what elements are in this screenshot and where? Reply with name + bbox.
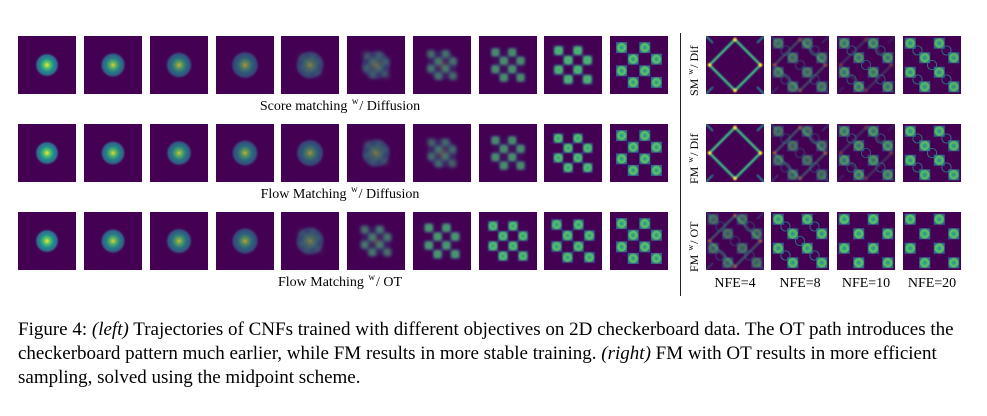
trajectory-tile	[84, 36, 142, 94]
nfe-sample-tile	[837, 36, 895, 94]
label-suffix: / Dif	[687, 45, 701, 68]
label-sup: w	[686, 244, 695, 251]
panel-divider	[680, 33, 681, 296]
nfe-sample-tile	[771, 212, 829, 270]
trajectory-tile	[216, 36, 274, 94]
trajectory-row-label: Flow Matching w/ Diffusion	[180, 184, 500, 203]
label-sup: w	[686, 156, 695, 163]
label-suffix: / Dif	[687, 133, 701, 156]
nfe-sample-tile	[903, 124, 961, 182]
label-prefix: Flow Matching	[277, 275, 368, 290]
trajectory-tile	[479, 212, 537, 270]
nfe-sample-tile	[706, 212, 764, 270]
caption-right-text: FM with OT results in more efficient sam…	[18, 343, 937, 388]
label-prefix: FM	[687, 163, 701, 184]
label-prefix: Flow Matching	[260, 187, 351, 202]
nfe-label: NFE=10	[841, 276, 891, 291]
label-prefix: Score matching	[259, 99, 351, 114]
trajectory-tile	[281, 212, 339, 270]
trajectory-tile	[347, 124, 405, 182]
nfe-sample-tile	[837, 124, 895, 182]
nfe-sample-tile	[706, 36, 764, 94]
trajectory-tile	[216, 212, 274, 270]
trajectory-tile	[610, 36, 668, 94]
nfe-sample-tile	[903, 36, 961, 94]
nfe-row-label: FM w/ OT	[686, 222, 702, 272]
nfe-label: NFE=8	[779, 276, 821, 291]
nfe-row-label: SM w/ Dif	[686, 46, 702, 96]
nfe-label: NFE=20	[907, 276, 957, 291]
trajectory-row-label: Score matching w/ Diffusion	[180, 96, 500, 115]
nfe-sample-tile	[771, 124, 829, 182]
trajectory-tile	[544, 36, 602, 94]
caption-left-tag: (left)	[91, 319, 129, 340]
nfe-sample-tile	[771, 36, 829, 94]
nfe-sample-tile	[903, 212, 961, 270]
label-sup: w	[351, 96, 359, 106]
trajectory-tile	[413, 124, 471, 182]
label-suffix: / OT	[687, 221, 701, 244]
label-sup: w	[368, 272, 375, 282]
trajectory-tile	[347, 212, 405, 270]
trajectory-tile	[281, 124, 339, 182]
trajectory-tile	[281, 36, 339, 94]
trajectory-tile	[544, 212, 602, 270]
trajectory-tile	[150, 212, 208, 270]
trajectory-tile	[479, 124, 537, 182]
trajectory-tile	[18, 124, 76, 182]
trajectory-tile	[413, 36, 471, 94]
trajectory-tile	[544, 124, 602, 182]
nfe-sample-tile	[837, 212, 895, 270]
trajectory-tile	[610, 124, 668, 182]
caption-left-text: Trajectories of CNFs trained with differ…	[18, 319, 954, 364]
caption-right-tag: (right)	[601, 343, 651, 364]
trajectory-tile	[150, 36, 208, 94]
trajectory-tile	[18, 212, 76, 270]
label-sup: w	[351, 184, 358, 194]
trajectory-tile	[479, 36, 537, 94]
trajectory-tile	[413, 212, 471, 270]
label-prefix: FM	[687, 251, 701, 272]
label-suffix: / OT	[375, 275, 402, 290]
trajectory-tile	[216, 124, 274, 182]
nfe-label: NFE=4	[714, 276, 756, 291]
trajectory-tile	[610, 212, 668, 270]
trajectory-tile	[150, 124, 208, 182]
label-suffix: / Diffusion	[359, 99, 421, 114]
nfe-sample-tile	[706, 124, 764, 182]
figure-caption: Figure 4: (left) Trajectories of CNFs tr…	[18, 318, 978, 390]
trajectory-tile	[84, 212, 142, 270]
trajectory-row-label: Flow Matching w/ OT	[180, 272, 500, 291]
trajectory-tile	[84, 124, 142, 182]
caption-figure-label: Figure 4:	[18, 319, 88, 340]
trajectory-tile	[18, 36, 76, 94]
nfe-row-label: FM w/ Dif	[686, 134, 702, 184]
trajectory-tile	[347, 36, 405, 94]
label-suffix: / Diffusion	[358, 187, 420, 202]
label-sup: w	[686, 68, 695, 75]
label-prefix: SM	[687, 75, 701, 96]
